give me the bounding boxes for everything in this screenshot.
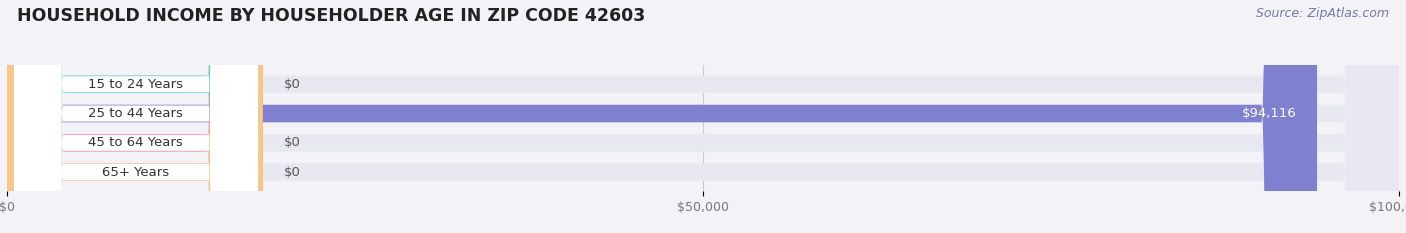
FancyBboxPatch shape: [14, 0, 257, 233]
FancyBboxPatch shape: [7, 0, 263, 233]
FancyBboxPatch shape: [7, 0, 1399, 233]
Text: $94,116: $94,116: [1241, 107, 1296, 120]
FancyBboxPatch shape: [7, 0, 1317, 233]
Text: Source: ZipAtlas.com: Source: ZipAtlas.com: [1256, 7, 1389, 20]
FancyBboxPatch shape: [7, 0, 263, 233]
Text: $0: $0: [284, 165, 301, 178]
FancyBboxPatch shape: [7, 0, 263, 233]
Text: HOUSEHOLD INCOME BY HOUSEHOLDER AGE IN ZIP CODE 42603: HOUSEHOLD INCOME BY HOUSEHOLDER AGE IN Z…: [17, 7, 645, 25]
Text: 65+ Years: 65+ Years: [103, 165, 169, 178]
FancyBboxPatch shape: [14, 0, 257, 233]
Text: 15 to 24 Years: 15 to 24 Years: [89, 78, 183, 91]
FancyBboxPatch shape: [14, 0, 257, 233]
Text: $0: $0: [284, 136, 301, 149]
FancyBboxPatch shape: [7, 0, 1399, 233]
FancyBboxPatch shape: [14, 0, 257, 233]
FancyBboxPatch shape: [7, 0, 1399, 233]
Text: $0: $0: [284, 78, 301, 91]
FancyBboxPatch shape: [7, 0, 1399, 233]
Text: 45 to 64 Years: 45 to 64 Years: [89, 136, 183, 149]
Text: 25 to 44 Years: 25 to 44 Years: [89, 107, 183, 120]
